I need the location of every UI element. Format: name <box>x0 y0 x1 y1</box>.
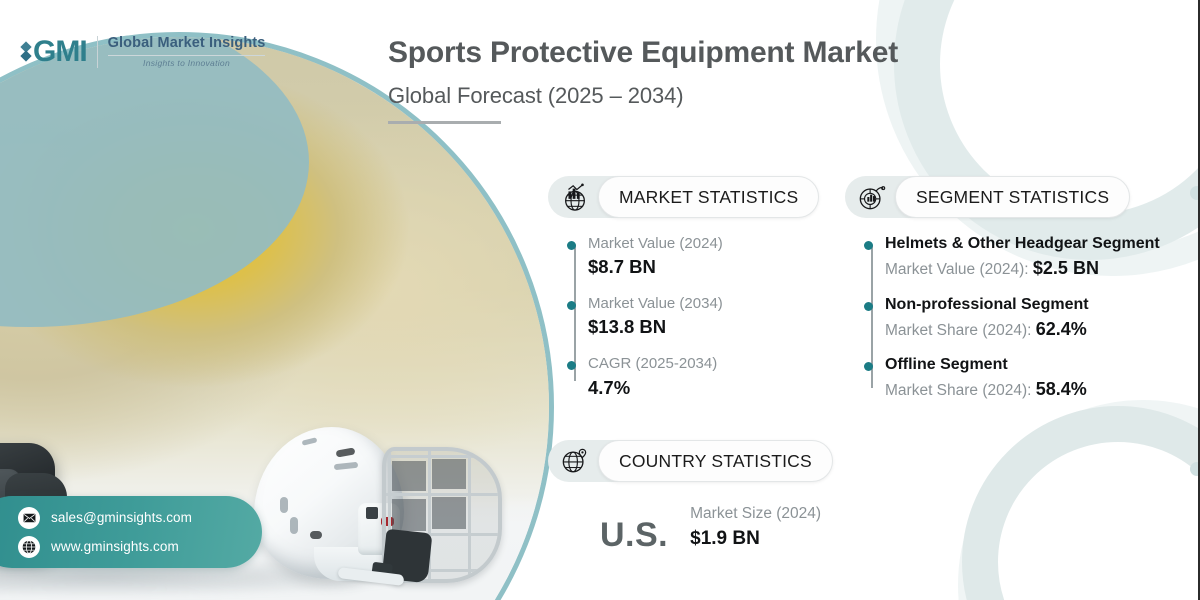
contact-website-row[interactable]: www.gminsights.com <box>18 535 262 558</box>
logo-company-name: Global Market Insights <box>107 35 266 51</box>
market-item-label: CAGR (2025-2034) <box>588 355 718 373</box>
country-metric-value: $1.9 BN <box>690 527 760 549</box>
segment-item-name: Helmets & Other Headgear Segment <box>885 235 1160 252</box>
segment-item-name: Non-professional Segment <box>885 295 1089 313</box>
logo-mark: GMI <box>20 34 88 68</box>
bullet-dot-icon <box>864 301 873 311</box>
bullet-dot-icon <box>864 362 873 372</box>
pie-chart-target-icon <box>857 183 887 211</box>
bullet-connector-line <box>574 245 576 381</box>
segment-metric-label: Market Share (2024): <box>885 321 1036 339</box>
segment-metric-value: 58.4% <box>1035 379 1087 400</box>
segment-metric-label: Market Share (2024): <box>885 382 1036 400</box>
segment-item-metric: Market Value (2024): $2.5 BN <box>885 256 1175 281</box>
market-statistics-list: Market Value (2024) $8.7 BN Market Value… <box>548 234 828 401</box>
bullet-dot-icon <box>567 301 576 311</box>
list-item: CAGR (2025-2034) 4.7% <box>567 354 828 400</box>
contact-email-text: sales@gminsights.com <box>51 510 193 525</box>
header: Sports Protective Equipment Market Globa… <box>388 36 1088 124</box>
title-underline-rule <box>388 120 501 124</box>
list-item: Helmets & Other Headgear Segment Market … <box>864 234 1175 281</box>
segment-statistics-header: SEGMENT STATISTICS <box>845 176 1175 218</box>
bullet-dot-icon <box>567 241 576 250</box>
market-item-label: Market Value (2034) <box>588 295 723 313</box>
contact-website-text: www.gminsights.com <box>51 539 179 554</box>
segment-item-metric: Market Share (2024): 58.4% <box>885 377 1175 402</box>
country-metric-label: Market Size (2024) <box>690 505 822 522</box>
segment-metric-value: $2.5 BN <box>1032 257 1099 278</box>
segment-metric-value: 62.4% <box>1035 318 1087 339</box>
market-statistics-title: MARKET STATISTICS <box>598 176 820 218</box>
envelope-icon <box>18 506 40 529</box>
segment-statistics-block: SEGMENT STATISTICS Helmets & Other Headg… <box>845 176 1175 402</box>
market-item-label: Market Value (2024) <box>588 235 723 252</box>
market-item-value: 4.7% <box>588 376 631 398</box>
market-item-value: $8.7 BN <box>588 256 656 278</box>
decorative-dot-right-lower <box>1190 462 1198 476</box>
contact-email-row[interactable]: sales@gminsights.com <box>18 506 262 529</box>
contact-badge: sales@gminsights.com www.gminsights.com <box>0 496 262 568</box>
segment-statistics-title: SEGMENT STATISTICS <box>895 176 1131 218</box>
country-statistics-header: COUNTRY STATISTICS <box>548 440 908 482</box>
decorative-ring-bottom-right-inner <box>962 406 1198 600</box>
list-item: Offline Segment Market Share (2024): 58.… <box>864 355 1175 402</box>
country-name: U.S. <box>600 515 669 554</box>
logo-diamonds-icon <box>20 41 32 63</box>
globe-bar-chart-icon <box>560 183 590 211</box>
segment-item-metric: Market Share (2024): 62.4% <box>885 317 1175 342</box>
globe-icon <box>18 535 40 558</box>
country-metric: Market Size (2024) $1.9 BN <box>690 504 821 552</box>
decorative-dot-right-upper <box>1190 186 1198 200</box>
country-statistics-title: COUNTRY STATISTICS <box>598 440 833 482</box>
country-statistics-content: U.S. Market Size (2024) $1.9 BN <box>548 504 908 552</box>
list-item: Non-professional Segment Market Share (2… <box>864 295 1175 342</box>
gmi-logo: GMI Global Market Insights Insights to I… <box>20 34 266 68</box>
logo-initials: GMI <box>33 34 88 68</box>
segment-statistics-list: Helmets & Other Headgear Segment Market … <box>845 234 1175 402</box>
list-item: Market Value (2024) $8.7 BN <box>567 234 828 280</box>
country-statistics-block: COUNTRY STATISTICS U.S. Market Size (202… <box>548 440 908 552</box>
page-title: Sports Protective Equipment Market <box>388 36 898 69</box>
list-item: Market Value (2034) $13.8 BN <box>567 294 828 340</box>
logo-tagline: Insights to Innovation <box>107 54 266 68</box>
market-statistics-block: MARKET STATISTICS Market Value (2024) $8… <box>548 176 828 401</box>
decorative-ring-bottom-right-outer <box>958 400 1198 600</box>
hockey-helmet-illustration <box>254 419 502 600</box>
logo-wordmark: Global Market Insights Insights to Innov… <box>96 35 266 68</box>
bullet-dot-icon <box>567 361 576 371</box>
market-statistics-header: MARKET STATISTICS <box>548 176 828 218</box>
segment-item-name: Offline Segment <box>885 356 1008 374</box>
globe-pin-icon <box>560 447 590 475</box>
page-subtitle: Global Forecast (2025 – 2034) <box>388 82 684 108</box>
market-item-value: $13.8 BN <box>588 316 667 338</box>
bullet-connector-line <box>871 245 873 388</box>
bullet-dot-icon <box>864 241 873 250</box>
segment-metric-label: Market Value (2024): <box>885 260 1033 278</box>
